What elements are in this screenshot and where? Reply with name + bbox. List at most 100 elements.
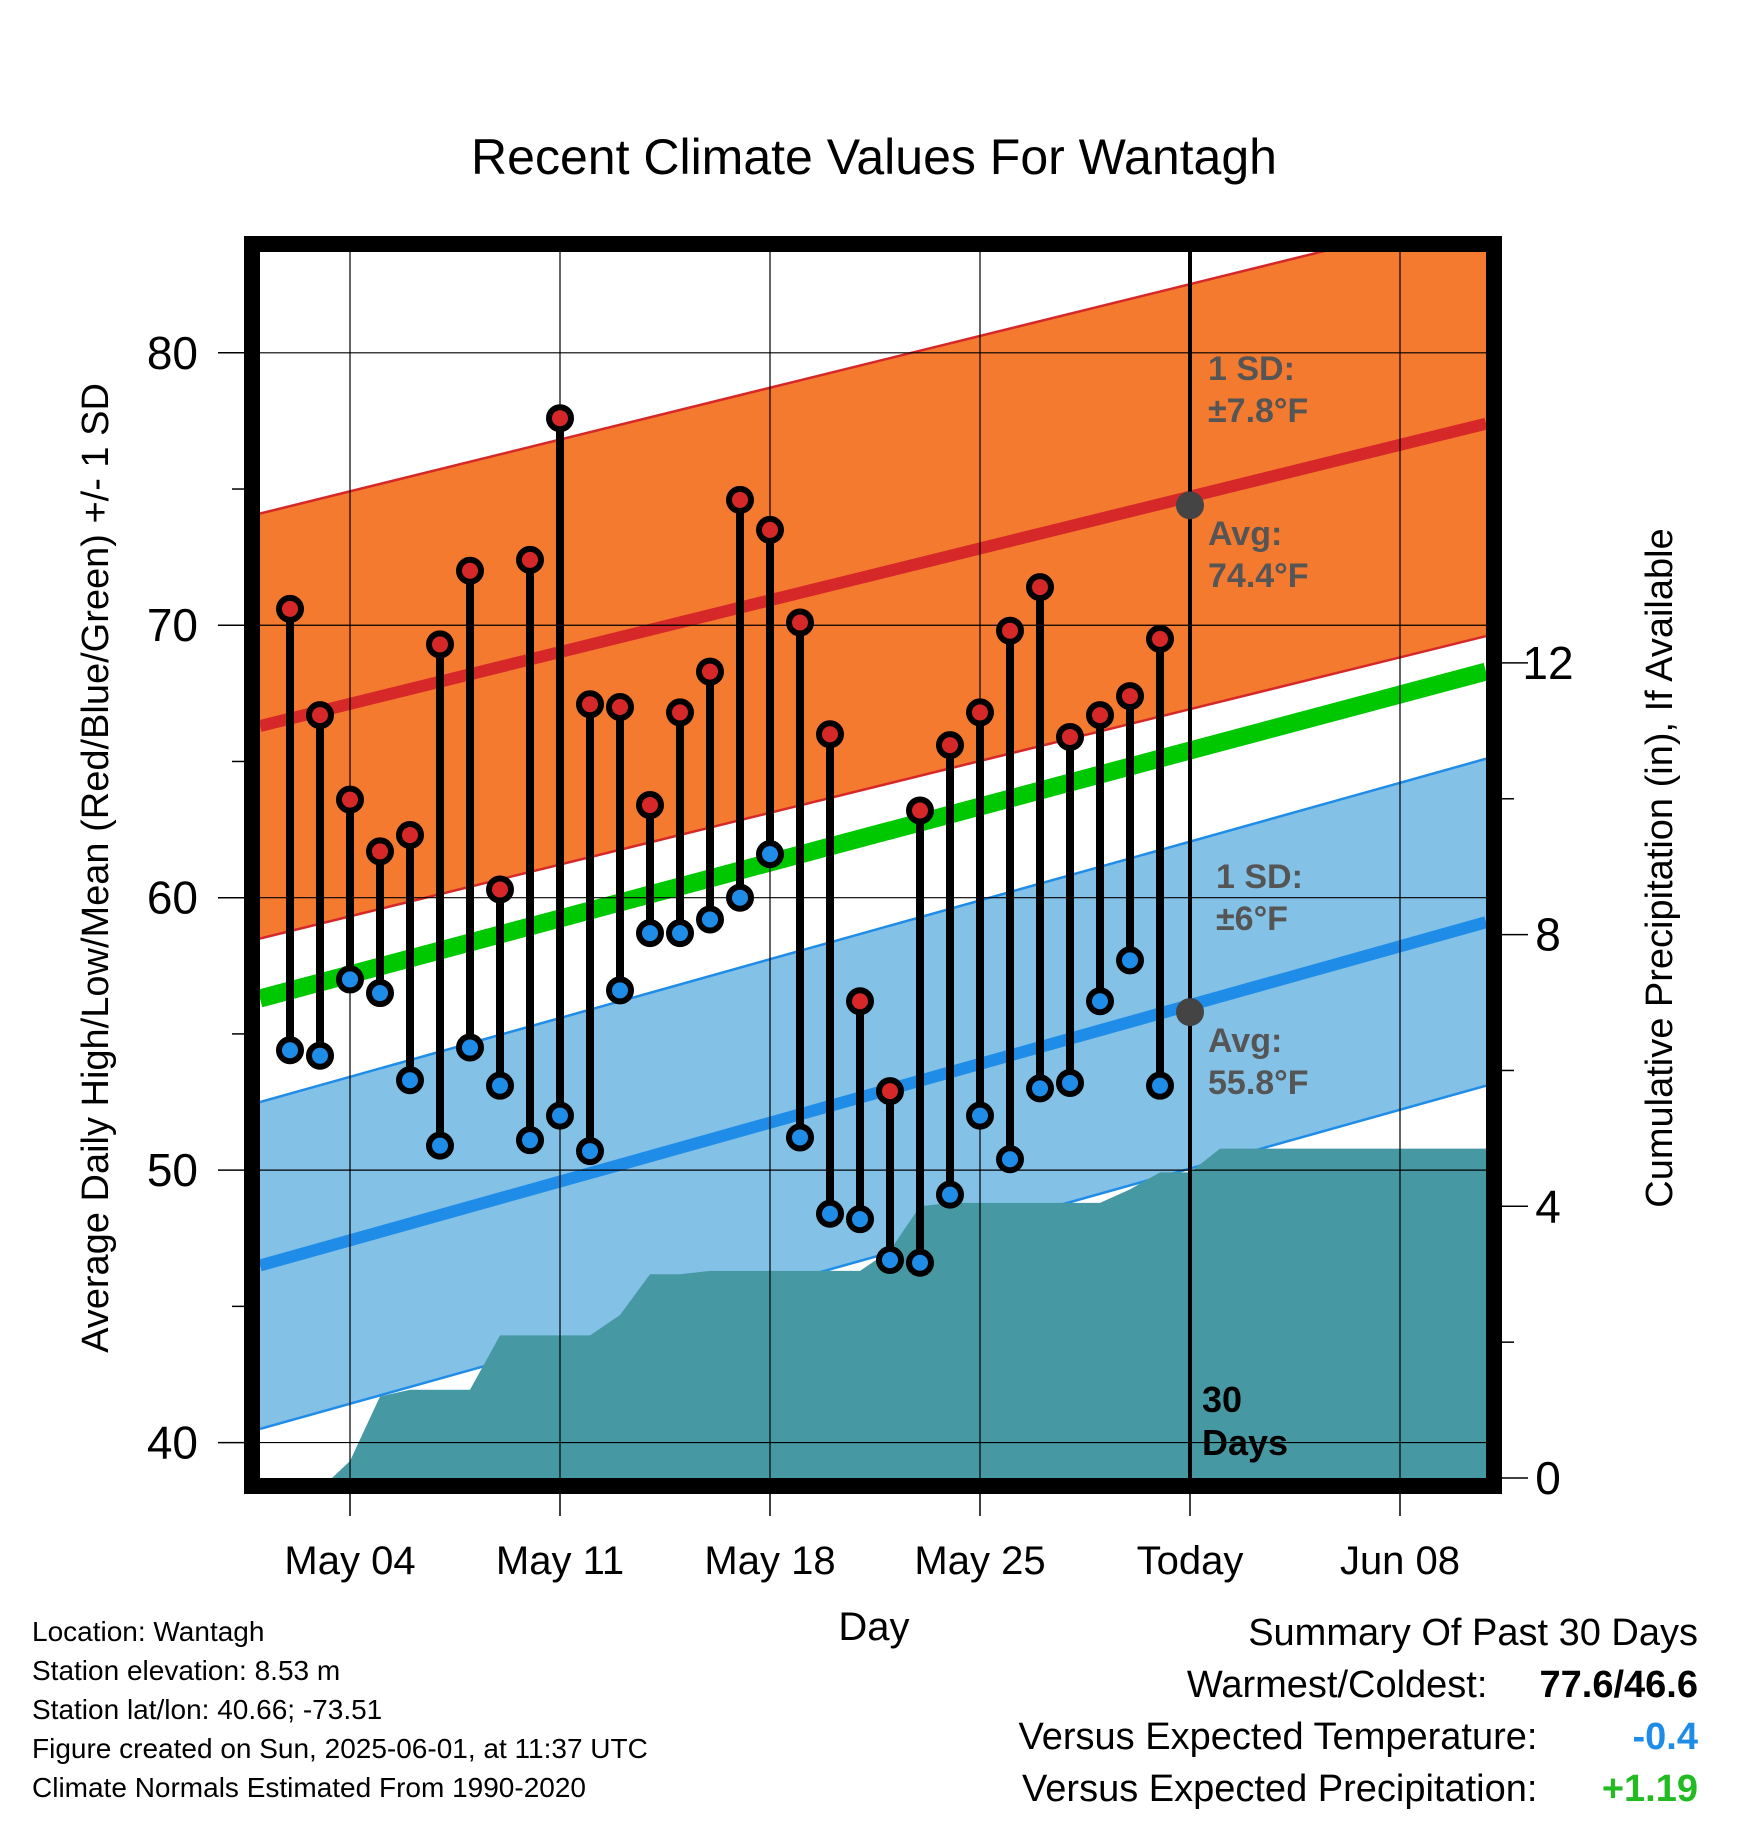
x-tick-label: May 18 bbox=[704, 1539, 835, 1583]
normal-mean-line bbox=[260, 662, 1486, 1008]
info-elevation: Station elevation: 8.53 m bbox=[32, 1655, 341, 1686]
axes: 40 50 60 70 80 0 4 8 12 May 04 May 11 May 18 May 25 T… bbox=[147, 327, 1574, 1583]
high-avg-dot bbox=[1176, 491, 1204, 520]
high-point bbox=[636, 791, 664, 820]
high-point bbox=[786, 608, 814, 637]
low-point bbox=[966, 1101, 994, 1130]
plot-border bbox=[244, 236, 1502, 1494]
high-point bbox=[306, 701, 334, 730]
high-point bbox=[606, 692, 634, 721]
low-point bbox=[1116, 946, 1144, 975]
info-normals: Climate Normals Estimated From 1990-2020 bbox=[32, 1772, 586, 1803]
high-point bbox=[756, 515, 784, 544]
high-point bbox=[546, 404, 574, 433]
high-point bbox=[1116, 682, 1144, 711]
high-point bbox=[936, 731, 964, 760]
low-point bbox=[606, 976, 634, 1005]
low-avg-value: 55.8°F bbox=[1208, 1064, 1309, 1102]
low-point bbox=[846, 1205, 874, 1234]
high-point bbox=[576, 690, 604, 719]
y-tick-label-left: 40 bbox=[147, 1417, 198, 1469]
plot-area bbox=[260, 252, 1486, 1478]
temp-anomaly-value: -0.4 bbox=[1632, 1716, 1698, 1758]
high-point bbox=[816, 720, 844, 749]
precip-anomaly-label: Versus Expected Precipitation: bbox=[1022, 1768, 1538, 1810]
low-avg-dot bbox=[1176, 998, 1204, 1027]
low-sd-value: ±6°F bbox=[1216, 900, 1288, 938]
info-latlon: Station lat/lon: 40.66; -73.51 bbox=[32, 1694, 383, 1725]
high-point bbox=[876, 1077, 904, 1106]
high-point bbox=[696, 657, 724, 686]
low-point bbox=[1056, 1068, 1084, 1097]
annotations: 1 SD: ±7.8°F Avg: 74.4°F 1 SD: ±6°F Avg: 55.8°F… bbox=[1202, 350, 1309, 1463]
x-tick-label: Today bbox=[1137, 1539, 1244, 1583]
y-tick-label-right: 0 bbox=[1535, 1452, 1561, 1504]
low-point bbox=[996, 1145, 1024, 1174]
high-point bbox=[396, 821, 424, 850]
temp-anomaly-label: Versus Expected Temperature: bbox=[1018, 1716, 1538, 1758]
x-tick-label: Jun 08 bbox=[1340, 1539, 1460, 1583]
high-point bbox=[906, 796, 934, 825]
high-point bbox=[1026, 573, 1054, 602]
normal-low-line bbox=[260, 916, 1486, 1272]
low-point bbox=[366, 979, 394, 1008]
low-point bbox=[696, 905, 724, 934]
x-tick-label: May 04 bbox=[284, 1539, 415, 1583]
high-avg-value: 74.4°F bbox=[1208, 557, 1309, 595]
summary-title: Summary Of Past 30 Days bbox=[1248, 1612, 1698, 1654]
x-tick-label: May 25 bbox=[914, 1539, 1045, 1583]
info-location: Location: Wantagh bbox=[32, 1616, 265, 1647]
y-axis-label-left: Average Daily High/Low/Mean (Red/Blue/Gr… bbox=[75, 383, 117, 1353]
y-tick-label-right: 12 bbox=[1522, 637, 1573, 689]
low-sd-label: 1 SD: bbox=[1216, 858, 1303, 896]
days-count: 30 bbox=[1202, 1379, 1242, 1420]
low-point bbox=[726, 883, 754, 912]
high-point bbox=[1056, 722, 1084, 751]
normal-high-line bbox=[260, 417, 1486, 732]
high-sd-value: ±7.8°F bbox=[1208, 392, 1308, 430]
y-tick-label-left: 80 bbox=[147, 327, 198, 379]
high-point bbox=[966, 698, 994, 727]
high-point bbox=[1146, 624, 1174, 653]
low-point bbox=[816, 1199, 844, 1228]
data-markers bbox=[276, 404, 1204, 1277]
low-point bbox=[1086, 987, 1114, 1016]
low-point bbox=[636, 919, 664, 948]
y-tick-label-left: 60 bbox=[147, 872, 198, 924]
low-point bbox=[546, 1101, 574, 1130]
low-band-edge-lower bbox=[260, 1084, 1486, 1431]
days-label: Days bbox=[1202, 1422, 1288, 1463]
high-avg-label: Avg: bbox=[1208, 515, 1282, 553]
low-point bbox=[576, 1137, 604, 1166]
low-point bbox=[396, 1066, 424, 1095]
low-point bbox=[756, 840, 784, 869]
y-tick-label-left: 70 bbox=[147, 599, 198, 651]
high-point bbox=[426, 630, 454, 659]
high-band-edge-upper bbox=[260, 252, 1326, 515]
low-point bbox=[906, 1248, 934, 1277]
summary-warmest-coldest: Warmest/Coldest: 77.6/46.6 bbox=[1187, 1664, 1698, 1707]
low-point bbox=[786, 1123, 814, 1152]
high-point bbox=[336, 785, 364, 814]
high-point bbox=[996, 616, 1024, 645]
low-point bbox=[1026, 1074, 1054, 1103]
chart-title: Recent Climate Values For Wantagh bbox=[471, 129, 1277, 185]
precip-anomaly-value: +1.19 bbox=[1601, 1768, 1698, 1810]
high-point bbox=[366, 837, 394, 866]
low-point bbox=[1146, 1071, 1174, 1100]
precip-area bbox=[260, 1148, 1486, 1478]
high-point bbox=[276, 594, 304, 623]
high-sd-band bbox=[260, 252, 1486, 939]
low-point bbox=[456, 1033, 484, 1062]
low-point bbox=[306, 1041, 334, 1070]
x-axis-label: Day bbox=[838, 1605, 909, 1649]
high-point bbox=[486, 875, 514, 904]
high-point bbox=[456, 556, 484, 585]
summary-temperature: Versus Expected Temperature: -0.4 bbox=[1019, 1716, 1698, 1759]
low-point bbox=[486, 1071, 514, 1100]
low-point bbox=[876, 1246, 904, 1275]
high-point bbox=[516, 545, 544, 574]
plot-frame bbox=[244, 236, 1502, 1494]
warmest-coldest-value: 77.6/46.6 bbox=[1539, 1664, 1698, 1706]
